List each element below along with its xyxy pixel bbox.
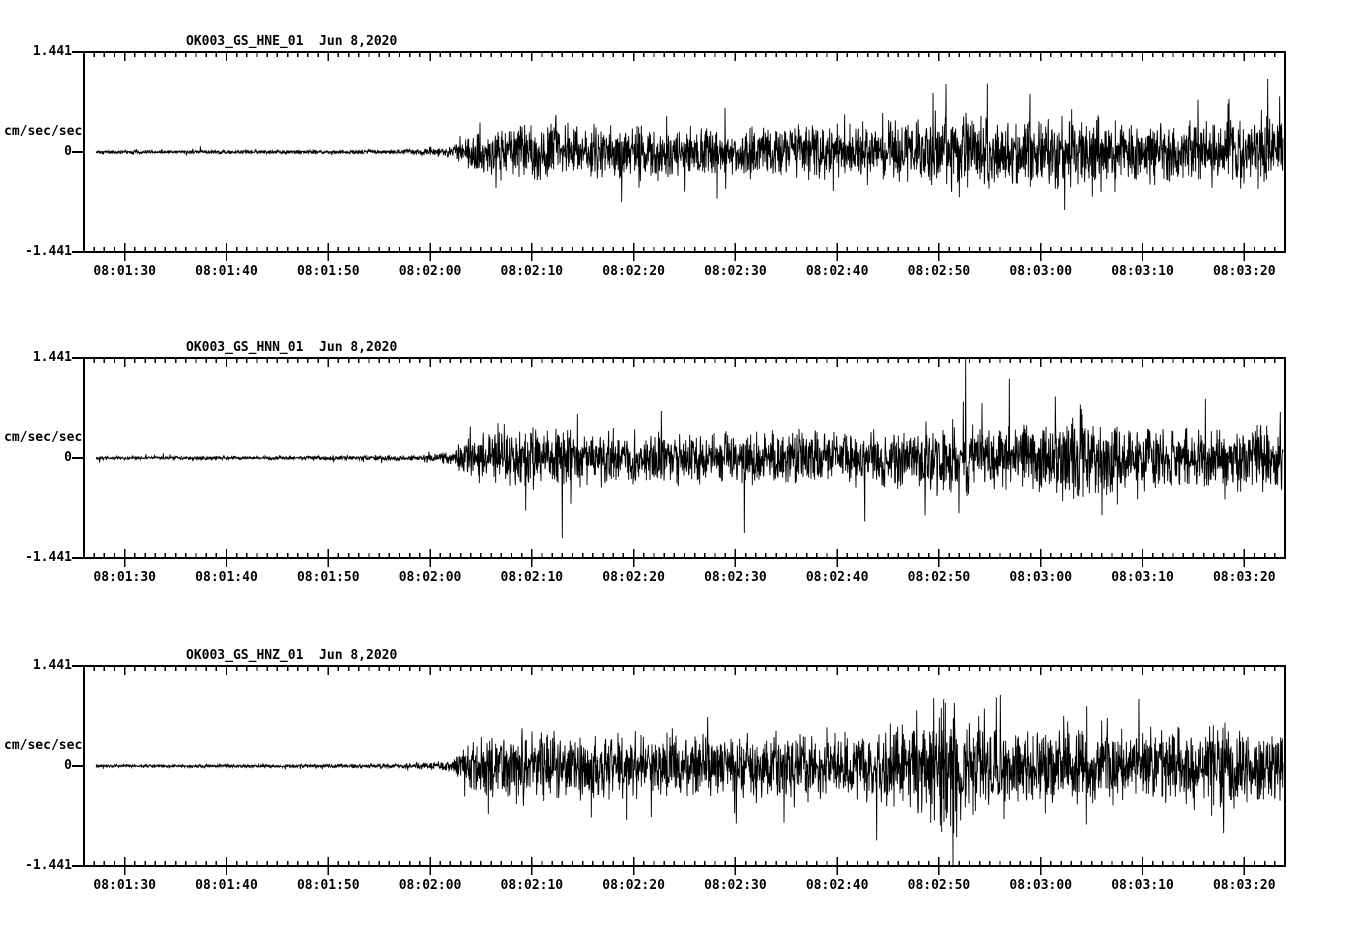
x-tick-label: 08:02:30 (704, 878, 767, 893)
x-tick-label: 08:03:10 (1111, 570, 1174, 585)
waveform-trace-hnn (95, 358, 1284, 539)
x-tick-label: 08:03:20 (1212, 570, 1276, 585)
seismogram-panel-hnz: OK003_GS_HNZ_01 Jun 8,2020 1.441 cm/sec/… (0, 616, 1358, 924)
y-axis-unit-label-hne: cm/sec/sec (4, 124, 83, 139)
x-tick-label: 08:02:30 (704, 570, 767, 585)
x-tick-label: 08:02:20 (602, 878, 665, 893)
x-tick-label: 08:03:00 (1009, 878, 1073, 893)
y-axis-min-label-hnz: -1.441 (25, 858, 72, 873)
x-tick-label: 08:02:10 (500, 264, 564, 279)
x-tick-label: 08:03:20 (1212, 878, 1276, 893)
panel-title-hne: OK003_GS_HNE_01 Jun 8,2020 (186, 34, 398, 49)
waveform-trace-hnz (95, 694, 1284, 866)
waveform-trace-hne (95, 78, 1284, 210)
y-axis-min-label-hnn: -1.441 (25, 550, 72, 565)
x-tick-label: 08:02:10 (500, 570, 564, 585)
x-tick-label: 08:02:40 (805, 264, 869, 279)
x-tick-label: 08:02:00 (398, 878, 462, 893)
x-tick-label: 08:03:20 (1212, 264, 1276, 279)
x-tick-label: 08:02:00 (398, 264, 462, 279)
x-tick-label: 08:02:50 (907, 878, 971, 893)
y-axis-unit-label-hnz: cm/sec/sec (4, 738, 83, 753)
x-tick-label: 08:02:20 (602, 570, 665, 585)
seismogram-panel-hnn: OK003_GS_HNN_01 Jun 8,2020 1.441 cm/sec/… (0, 308, 1358, 618)
plot-frame-hnz (72, 665, 1286, 875)
x-tick-label: 08:02:30 (704, 264, 767, 279)
x-tick-label: 08:01:40 (195, 878, 258, 893)
y-axis-max-label-hne: 1.441 (32, 44, 72, 59)
y-axis-max-label-hnn: 1.441 (32, 350, 72, 365)
x-tick-label: 08:01:30 (93, 878, 157, 893)
x-tick-label: 08:03:00 (1009, 570, 1073, 585)
y-axis-zero-label-hnz: 0 (64, 758, 72, 773)
y-axis-min-label-hne: -1.441 (25, 244, 72, 259)
x-tick-label: 08:02:40 (805, 570, 869, 585)
x-tick-label: 08:01:30 (93, 264, 157, 279)
x-tick-label: 08:02:40 (805, 878, 869, 893)
x-tick-label: 08:02:50 (907, 264, 971, 279)
x-tick-label: 08:02:10 (500, 878, 564, 893)
x-tick-label: 08:01:40 (195, 570, 258, 585)
x-tick-label: 08:02:20 (602, 264, 665, 279)
y-axis-unit-label-hnn: cm/sec/sec (4, 430, 83, 445)
x-tick-label: 08:02:00 (398, 570, 462, 585)
x-tick-label: 08:03:10 (1111, 264, 1174, 279)
x-tick-label: 08:03:00 (1009, 264, 1073, 279)
x-tick-label: 08:01:30 (93, 570, 157, 585)
x-tick-label: 08:01:50 (296, 570, 360, 585)
x-tick-label: 08:02:50 (907, 570, 971, 585)
x-tick-label: 08:01:50 (296, 878, 360, 893)
plot-frame-hnn (72, 357, 1286, 567)
y-axis-max-label-hnz: 1.441 (32, 658, 72, 673)
panel-title-hnz: OK003_GS_HNZ_01 Jun 8,2020 (186, 648, 398, 663)
plot-frame-hne (72, 51, 1286, 261)
x-tick-label: 08:01:50 (296, 264, 360, 279)
y-axis-zero-label-hne: 0 (64, 144, 72, 159)
seismogram-panel-hne: OK003_GS_HNE_01 Jun 8,2020 1.441 cm/sec/… (0, 0, 1358, 310)
y-axis-zero-label-hnn: 0 (64, 450, 72, 465)
panel-title-hnn: OK003_GS_HNN_01 Jun 8,2020 (186, 340, 398, 355)
x-tick-label: 08:03:10 (1111, 878, 1174, 893)
x-tick-label: 08:01:40 (195, 264, 258, 279)
